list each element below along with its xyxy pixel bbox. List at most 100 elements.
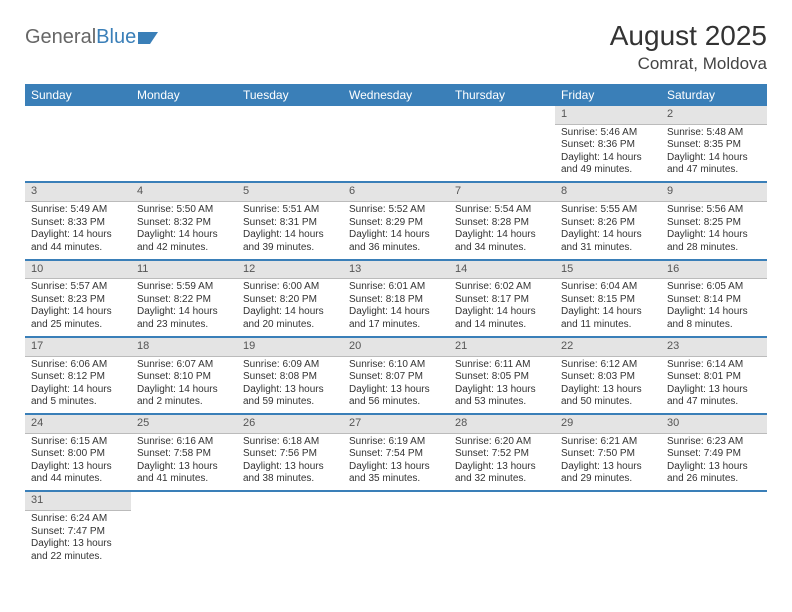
weekday-header: Sunday bbox=[25, 84, 131, 106]
sunset-text: Sunset: 7:47 PM bbox=[31, 526, 125, 539]
sunset-text: Sunset: 8:14 PM bbox=[667, 294, 761, 307]
day1-text: Daylight: 14 hours bbox=[455, 229, 549, 242]
day-number-cell: 14 bbox=[449, 260, 555, 279]
sunrise-text: Sunrise: 5:49 AM bbox=[31, 204, 125, 217]
day2-text: and 49 minutes. bbox=[561, 164, 655, 177]
sunrise-text: Sunrise: 6:00 AM bbox=[243, 281, 337, 294]
day-number: 5 bbox=[243, 185, 249, 197]
day1-text: Daylight: 14 hours bbox=[349, 229, 443, 242]
day2-text: and 53 minutes. bbox=[455, 396, 549, 409]
day-details-cell: Sunrise: 5:54 AMSunset: 8:28 PMDaylight:… bbox=[449, 202, 555, 260]
day-number-cell bbox=[25, 106, 131, 124]
day2-text: and 31 minutes. bbox=[561, 242, 655, 255]
day-details-cell: Sunrise: 6:06 AMSunset: 8:12 PMDaylight:… bbox=[25, 356, 131, 414]
sunrise-text: Sunrise: 6:19 AM bbox=[349, 436, 443, 449]
day2-text: and 14 minutes. bbox=[455, 319, 549, 332]
day-number: 25 bbox=[137, 417, 149, 429]
sunrise-text: Sunrise: 5:46 AM bbox=[561, 127, 655, 140]
sunrise-text: Sunrise: 5:50 AM bbox=[137, 204, 231, 217]
sunset-text: Sunset: 8:36 PM bbox=[561, 139, 655, 152]
day1-text: Daylight: 14 hours bbox=[561, 306, 655, 319]
day2-text: and 22 minutes. bbox=[31, 551, 125, 564]
weekday-header: Thursday bbox=[449, 84, 555, 106]
sunrise-text: Sunrise: 6:16 AM bbox=[137, 436, 231, 449]
day-number-cell: 1 bbox=[555, 106, 661, 124]
day-details-row: Sunrise: 5:46 AMSunset: 8:36 PMDaylight:… bbox=[25, 124, 767, 182]
day-details-cell: Sunrise: 5:48 AMSunset: 8:35 PMDaylight:… bbox=[661, 124, 767, 182]
day-details-cell: Sunrise: 5:55 AMSunset: 8:26 PMDaylight:… bbox=[555, 202, 661, 260]
day-details-row: Sunrise: 5:57 AMSunset: 8:23 PMDaylight:… bbox=[25, 279, 767, 337]
day1-text: Daylight: 13 hours bbox=[31, 461, 125, 474]
day1-text: Daylight: 14 hours bbox=[667, 229, 761, 242]
sunrise-text: Sunrise: 6:20 AM bbox=[455, 436, 549, 449]
day-details-cell: Sunrise: 6:23 AMSunset: 7:49 PMDaylight:… bbox=[661, 433, 767, 491]
day-number-cell: 7 bbox=[449, 182, 555, 201]
sunset-text: Sunset: 8:01 PM bbox=[667, 371, 761, 384]
day-number-row: 31 bbox=[25, 491, 767, 510]
day-number: 23 bbox=[667, 340, 679, 352]
day-details-cell: Sunrise: 6:16 AMSunset: 7:58 PMDaylight:… bbox=[131, 433, 237, 491]
day-number-cell: 22 bbox=[555, 337, 661, 356]
day2-text: and 32 minutes. bbox=[455, 473, 549, 486]
day-details-cell: Sunrise: 6:02 AMSunset: 8:17 PMDaylight:… bbox=[449, 279, 555, 337]
sunrise-text: Sunrise: 5:54 AM bbox=[455, 204, 549, 217]
weekday-header: Friday bbox=[555, 84, 661, 106]
sunset-text: Sunset: 8:05 PM bbox=[455, 371, 549, 384]
logo-text-a: General bbox=[25, 26, 96, 49]
calendar-body: 12Sunrise: 5:46 AMSunset: 8:36 PMDayligh… bbox=[25, 106, 767, 569]
sunset-text: Sunset: 8:08 PM bbox=[243, 371, 337, 384]
day-number-cell: 29 bbox=[555, 414, 661, 433]
sunrise-text: Sunrise: 6:06 AM bbox=[31, 359, 125, 372]
day-details-row: Sunrise: 5:49 AMSunset: 8:33 PMDaylight:… bbox=[25, 202, 767, 260]
day-number: 30 bbox=[667, 417, 679, 429]
day-number: 28 bbox=[455, 417, 467, 429]
day-number: 7 bbox=[455, 185, 461, 197]
day-number-cell: 2 bbox=[661, 106, 767, 124]
day-details-cell bbox=[237, 124, 343, 182]
day2-text: and 20 minutes. bbox=[243, 319, 337, 332]
day1-text: Daylight: 14 hours bbox=[137, 384, 231, 397]
day-details-cell: Sunrise: 6:24 AMSunset: 7:47 PMDaylight:… bbox=[25, 511, 131, 569]
day-details-cell: Sunrise: 6:14 AMSunset: 8:01 PMDaylight:… bbox=[661, 356, 767, 414]
day-number-cell: 8 bbox=[555, 182, 661, 201]
day-number-cell: 31 bbox=[25, 491, 131, 510]
day-details-cell: Sunrise: 6:21 AMSunset: 7:50 PMDaylight:… bbox=[555, 433, 661, 491]
day2-text: and 11 minutes. bbox=[561, 319, 655, 332]
sunrise-text: Sunrise: 6:18 AM bbox=[243, 436, 337, 449]
location-label: Comrat, Moldova bbox=[610, 54, 767, 74]
sunrise-text: Sunrise: 6:07 AM bbox=[137, 359, 231, 372]
day-details-cell: Sunrise: 5:59 AMSunset: 8:22 PMDaylight:… bbox=[131, 279, 237, 337]
day2-text: and 17 minutes. bbox=[349, 319, 443, 332]
day-number-cell bbox=[237, 491, 343, 510]
day-number-cell: 5 bbox=[237, 182, 343, 201]
day-number-cell: 4 bbox=[131, 182, 237, 201]
day-number-row: 10111213141516 bbox=[25, 260, 767, 279]
day-number: 17 bbox=[31, 340, 43, 352]
day-number: 24 bbox=[31, 417, 43, 429]
sunset-text: Sunset: 7:52 PM bbox=[455, 448, 549, 461]
title-block: August 2025 Comrat, Moldova bbox=[610, 20, 767, 74]
weekday-header: Tuesday bbox=[237, 84, 343, 106]
sunset-text: Sunset: 8:17 PM bbox=[455, 294, 549, 307]
day2-text: and 35 minutes. bbox=[349, 473, 443, 486]
day-number: 14 bbox=[455, 263, 467, 275]
sunset-text: Sunset: 8:31 PM bbox=[243, 217, 337, 230]
sunrise-text: Sunrise: 5:51 AM bbox=[243, 204, 337, 217]
day-number-cell: 15 bbox=[555, 260, 661, 279]
day-number-cell: 13 bbox=[343, 260, 449, 279]
day1-text: Daylight: 13 hours bbox=[667, 461, 761, 474]
sunrise-text: Sunrise: 6:11 AM bbox=[455, 359, 549, 372]
sunrise-text: Sunrise: 6:21 AM bbox=[561, 436, 655, 449]
day-number: 22 bbox=[561, 340, 573, 352]
sunrise-text: Sunrise: 5:56 AM bbox=[667, 204, 761, 217]
day2-text: and 5 minutes. bbox=[31, 396, 125, 409]
sunset-text: Sunset: 8:20 PM bbox=[243, 294, 337, 307]
sunrise-text: Sunrise: 5:57 AM bbox=[31, 281, 125, 294]
day-number-cell: 18 bbox=[131, 337, 237, 356]
day-number-cell bbox=[555, 491, 661, 510]
sunrise-text: Sunrise: 6:09 AM bbox=[243, 359, 337, 372]
day-number-cell: 20 bbox=[343, 337, 449, 356]
day-details-cell bbox=[661, 511, 767, 569]
day-details-cell: Sunrise: 6:11 AMSunset: 8:05 PMDaylight:… bbox=[449, 356, 555, 414]
sunset-text: Sunset: 8:00 PM bbox=[31, 448, 125, 461]
